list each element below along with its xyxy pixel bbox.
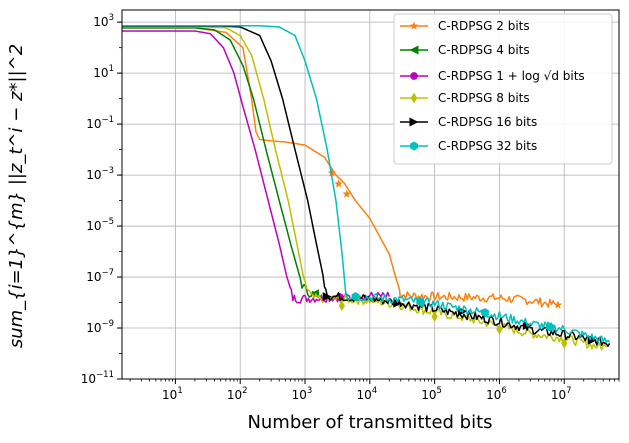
x-tick-label: 106 (486, 386, 507, 402)
legend-item: C-RDPSG 4 bits (400, 43, 530, 57)
x-tick-label: 101 (162, 386, 183, 402)
legend-label: C-RDPSG 8 bits (438, 91, 530, 105)
x-tick-label: 104 (356, 386, 377, 402)
legend-label: C-RDPSG 32 bits (438, 139, 537, 153)
series-marker (431, 311, 438, 323)
legend-marker (409, 21, 419, 30)
legend-marker (410, 72, 418, 80)
x-tick-label: 102 (227, 386, 248, 402)
y-tick-label: 10−3 (86, 166, 114, 182)
x-tick-label: 103 (292, 386, 313, 402)
legend-label: C-RDPSG 16 bits (438, 115, 537, 129)
series-marker (322, 292, 332, 302)
legend: C-RDPSG 2 bits C-RDPSG 4 bits C-RDPSG 1 + … (393, 13, 613, 165)
y-tick-label: 103 (93, 13, 114, 29)
legend-item: C-RDPSG 32 bits (400, 139, 537, 153)
legend-item: C-RDPSG 1 + log √d bits (400, 69, 585, 83)
series-marker (496, 323, 503, 335)
series-marker (561, 337, 568, 349)
x-axis-title: Number of transmitted bits (247, 412, 492, 433)
plot-frame (121, 9, 620, 380)
series-marker (334, 179, 343, 188)
y-tick-label: 10−7 (86, 268, 114, 284)
series-6 (122, 25, 611, 344)
y-tick-label: 10−9 (86, 319, 114, 335)
series-marker (481, 308, 489, 318)
plot-series (122, 25, 611, 351)
series-2 (122, 27, 319, 299)
series-line (122, 27, 316, 298)
series-marker (545, 322, 554, 332)
legend-marker (409, 45, 419, 55)
series-marker (342, 189, 351, 198)
legend-label: C-RDPSG 2 bits (438, 19, 530, 33)
legend-item: C-RDPSG 2 bits (400, 19, 530, 33)
legend-marker (410, 141, 418, 151)
series-marker (338, 300, 345, 312)
series-marker (351, 292, 360, 302)
y-tick-label: 101 (93, 64, 114, 80)
svg-text:sum_{i=1}^{m} ||z_t^i − z*||^2: sum_{i=1}^{m} ||z_t^i − z*||^2 (6, 44, 27, 348)
series-marker (553, 300, 563, 309)
legend-item: C-RDPSG 16 bits (400, 115, 537, 129)
series-marker (416, 296, 425, 306)
legend-marker (409, 117, 419, 127)
x-tick-label: 107 (551, 386, 572, 402)
legend-label: C-RDPSG 4 bits (438, 43, 530, 57)
axis-ticks: 101 102 103 104 105 106 107 10−11 10−9 10−7 10−5 10… (81, 13, 620, 402)
y-tick-label: 10−11 (81, 370, 114, 386)
y-tick-label: 10−5 (86, 217, 114, 233)
legend-label: C-RDPSG 1 + log √d bits (438, 69, 585, 83)
legend-box (393, 13, 613, 165)
y-axis-title: sum_{i=1}^{m} ||z_t^i − z*||^2 (6, 44, 27, 348)
series-line (122, 25, 611, 344)
legend-item: C-RDPSG 8 bits (400, 91, 530, 105)
y-tick-label: 10−1 (86, 115, 114, 131)
legend-marker (410, 92, 418, 104)
x-tick-label: 105 (421, 386, 442, 402)
series-marker (393, 298, 403, 308)
